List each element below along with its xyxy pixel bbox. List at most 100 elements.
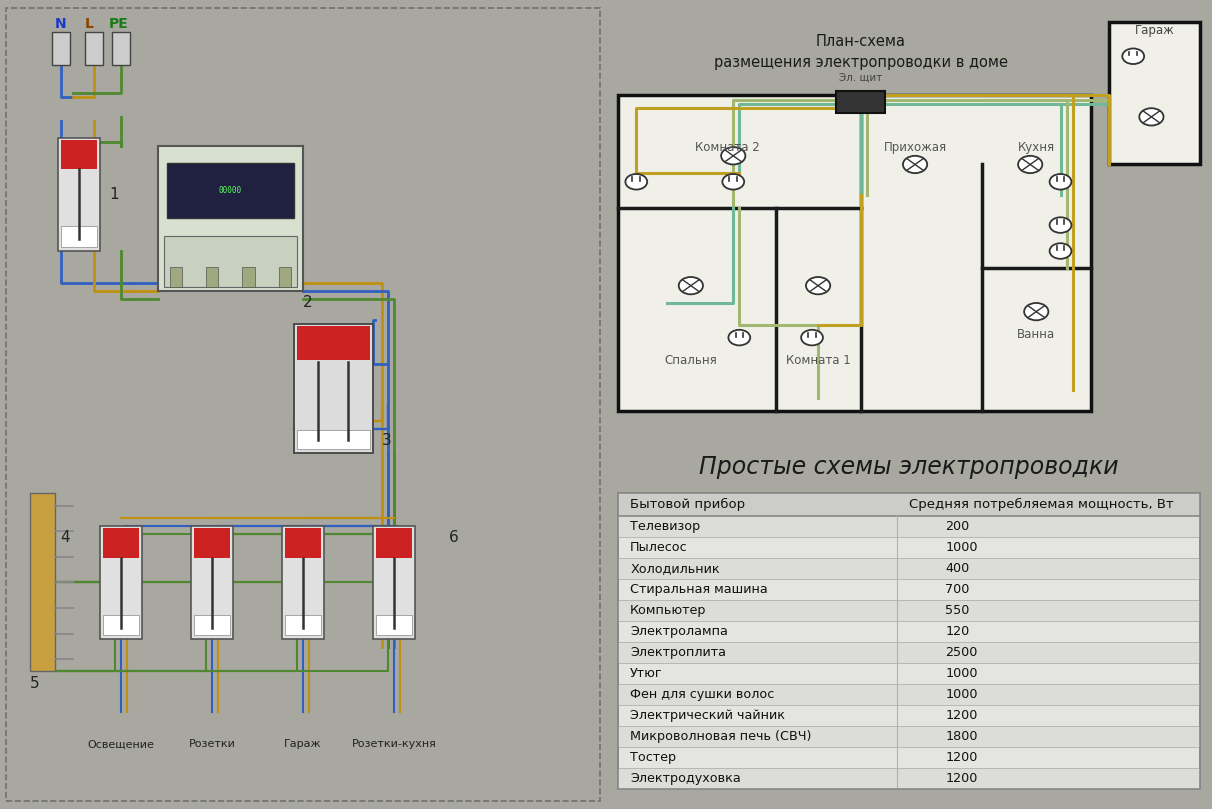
Bar: [376, 615, 412, 635]
Circle shape: [721, 147, 745, 164]
Text: 1200: 1200: [945, 709, 978, 722]
Bar: [281, 526, 325, 639]
Circle shape: [625, 174, 647, 189]
Text: Кухня: Кухня: [1018, 142, 1054, 155]
Text: PE: PE: [109, 17, 128, 32]
Bar: [618, 493, 1200, 790]
Bar: [297, 430, 370, 449]
Text: 4: 4: [61, 530, 70, 545]
Text: 2: 2: [303, 295, 313, 311]
Text: Холодильник: Холодильник: [630, 561, 720, 574]
Text: Комната 1: Комната 1: [785, 354, 851, 366]
Bar: [58, 138, 99, 251]
Text: 3: 3: [382, 433, 391, 448]
Circle shape: [728, 330, 750, 345]
Bar: [103, 528, 139, 557]
Text: Розетки-кухня: Розетки-кухня: [351, 739, 436, 749]
Bar: [618, 557, 1200, 578]
Bar: [164, 236, 297, 287]
Text: Утюг: Утюг: [630, 667, 663, 680]
Bar: [373, 526, 416, 639]
Text: 1000: 1000: [945, 540, 978, 553]
Text: 1200: 1200: [945, 773, 978, 786]
Text: Эл. щит: Эл. щит: [839, 72, 882, 83]
Bar: [194, 528, 230, 557]
Text: 5: 5: [30, 676, 40, 691]
Bar: [376, 528, 412, 557]
Bar: [618, 493, 1200, 515]
Bar: [194, 615, 230, 635]
Bar: [113, 32, 131, 65]
Text: 1: 1: [109, 187, 119, 201]
Bar: [170, 267, 182, 287]
Text: 1800: 1800: [945, 731, 978, 743]
Circle shape: [1024, 303, 1048, 320]
Circle shape: [903, 156, 927, 173]
Text: 550: 550: [945, 604, 970, 617]
Text: Компьютер: Компьютер: [630, 604, 707, 617]
Bar: [618, 684, 1200, 705]
Bar: [618, 769, 1200, 790]
Bar: [618, 599, 1200, 621]
Text: L: L: [85, 17, 93, 32]
Bar: [285, 528, 321, 557]
Bar: [103, 615, 139, 635]
Bar: [618, 726, 1200, 748]
Circle shape: [1122, 49, 1144, 64]
Circle shape: [1139, 108, 1164, 125]
Text: 6: 6: [448, 530, 458, 545]
Text: 700: 700: [945, 582, 970, 595]
Text: Комната 2: Комната 2: [694, 142, 760, 155]
Text: Фен для сушки волос: Фен для сушки волос: [630, 688, 774, 701]
Circle shape: [679, 277, 703, 294]
Bar: [618, 642, 1200, 663]
Text: Гараж: Гараж: [284, 739, 322, 749]
Text: N: N: [55, 17, 67, 32]
Bar: [297, 326, 370, 360]
Bar: [158, 146, 303, 291]
Bar: [99, 526, 143, 639]
Bar: [167, 163, 295, 218]
Text: Электродуховка: Электродуховка: [630, 773, 741, 786]
Bar: [285, 615, 321, 635]
Text: Электролампа: Электролампа: [630, 625, 728, 638]
Text: Электрический чайник: Электрический чайник: [630, 709, 785, 722]
Bar: [242, 267, 255, 287]
Text: Стиральная машина: Стиральная машина: [630, 582, 768, 595]
Text: 120: 120: [945, 625, 970, 638]
Text: Тостер: Тостер: [630, 752, 676, 765]
Text: 200: 200: [945, 519, 970, 532]
Bar: [279, 267, 291, 287]
Bar: [836, 91, 885, 112]
Text: Телевизор: Телевизор: [630, 519, 701, 532]
Text: Простые схемы электропроводки: Простые схемы электропроводки: [699, 455, 1119, 479]
Bar: [30, 493, 55, 671]
Bar: [61, 227, 97, 247]
Bar: [618, 95, 1091, 411]
Bar: [61, 140, 97, 169]
Text: Пылесос: Пылесос: [630, 540, 688, 553]
Text: Бытовой прибор: Бытовой прибор: [630, 498, 745, 510]
Text: 400: 400: [945, 561, 970, 574]
Bar: [191, 526, 233, 639]
Text: Средняя потребляемая мощность, Вт: Средняя потребляемая мощность, Вт: [909, 498, 1173, 510]
Text: Спальня: Спальня: [664, 354, 718, 366]
Circle shape: [1018, 156, 1042, 173]
Text: Розетки: Розетки: [189, 739, 235, 749]
Text: Электроплита: Электроплита: [630, 646, 726, 659]
Text: 1000: 1000: [945, 688, 978, 701]
Circle shape: [801, 330, 823, 345]
Bar: [85, 32, 103, 65]
Text: Гараж: Гараж: [1134, 23, 1174, 36]
Circle shape: [722, 174, 744, 189]
Bar: [618, 515, 1200, 536]
Text: Ванна: Ванна: [1017, 328, 1056, 341]
Text: 00000: 00000: [218, 186, 242, 195]
Text: Освещение: Освещение: [87, 739, 155, 749]
Text: 1000: 1000: [945, 667, 978, 680]
Circle shape: [806, 277, 830, 294]
Bar: [295, 324, 373, 453]
Text: 1200: 1200: [945, 752, 978, 765]
Circle shape: [1050, 244, 1071, 259]
Bar: [1109, 22, 1200, 164]
